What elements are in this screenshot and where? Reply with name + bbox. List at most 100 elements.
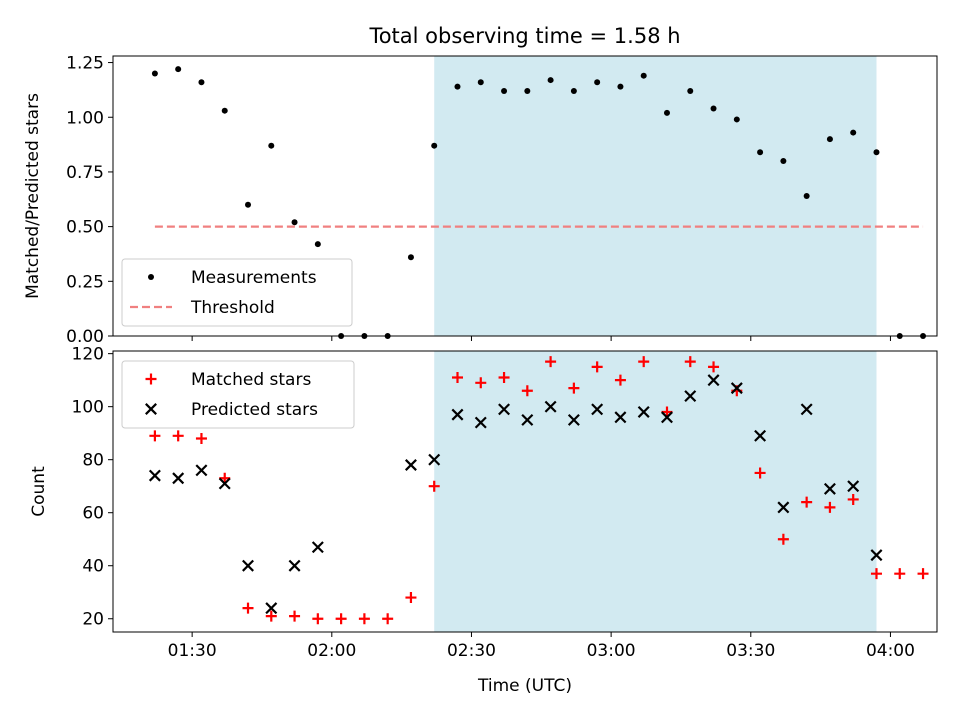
ratio-axis-ticks: 0.00 0.25 0.50 0.75 1.00 1.25 <box>66 54 891 347</box>
chart-title: Total observing time = 1.58 h <box>368 24 680 48</box>
measurement-point <box>501 88 508 94</box>
measurement-point <box>477 79 484 86</box>
y-tick-label: 20 <box>82 610 104 630</box>
matched-star-point <box>824 501 836 513</box>
matched-star-point <box>917 568 929 580</box>
x-tick-label: 02:00 <box>307 641 356 661</box>
predicted-star-point <box>661 411 673 424</box>
predicted-star-point <box>591 403 604 416</box>
matched-star-point <box>451 372 463 384</box>
matched-star-point <box>870 568 882 580</box>
matched-star-point <box>894 568 906 580</box>
predicted-star-point <box>684 390 697 403</box>
count-legend: Matched stars Predicted stars <box>121 360 355 429</box>
measurement-point <box>733 116 740 123</box>
matched-star-point <box>847 493 859 505</box>
measurement-point <box>407 254 414 261</box>
predicted-star-point <box>428 453 441 466</box>
measurement-point <box>245 201 252 208</box>
predicted-star-point <box>265 602 278 615</box>
predicted-star-point <box>847 480 860 493</box>
matched-star-point <box>591 361 603 373</box>
matched-star-point <box>405 592 417 604</box>
measurement-point <box>873 149 880 156</box>
x-tick-label: 02:30 <box>447 641 496 661</box>
matched-star-point <box>684 356 696 368</box>
matched-star-point <box>614 374 626 386</box>
predicted-star-point <box>404 459 417 471</box>
y-tick-label: 1.25 <box>66 54 104 74</box>
measurement-point <box>687 88 694 94</box>
y-tick-label: 80 <box>82 451 104 471</box>
y-tick-label: 100 <box>72 398 104 418</box>
predicted-star-point <box>242 559 254 572</box>
observing-window-shade <box>434 56 877 336</box>
y-tick-label: 1.00 <box>66 108 104 128</box>
matched-star-point <box>754 467 766 479</box>
predicted-stars-legend-label: Predicted stars <box>191 400 318 420</box>
time-x-axis-label: Time (UTC) <box>477 676 572 696</box>
measurement-point <box>221 107 228 114</box>
matched-star-point <box>521 385 533 397</box>
matched-star-point <box>172 430 184 442</box>
matched-star-point <box>568 382 580 394</box>
y-tick-label: 0.75 <box>66 163 104 183</box>
measurement-point <box>524 88 531 94</box>
predicted-star-point <box>870 549 883 562</box>
measurement-point <box>198 79 205 86</box>
matched-star-point <box>801 496 813 508</box>
measurement-point <box>757 149 764 156</box>
ratio-legend-box <box>121 258 353 327</box>
y-tick-label: 40 <box>82 557 104 577</box>
predicted-star-point <box>195 464 208 477</box>
matched-star-point <box>312 613 324 625</box>
measurement-point <box>594 79 601 86</box>
predicted-star-point <box>288 559 301 572</box>
matched-star-point <box>661 406 673 418</box>
matched-star-point <box>475 377 487 389</box>
measurement-point <box>454 83 461 90</box>
matched-star-point <box>358 613 370 625</box>
measurements-legend-label: Measurements <box>191 268 317 288</box>
observing-window-shade-count <box>434 351 877 632</box>
predicted-star-point <box>823 482 836 495</box>
measurement-point <box>617 83 624 90</box>
measurement-point <box>570 88 577 94</box>
measurement-point <box>314 241 321 248</box>
x-tick-label: 01:30 <box>168 641 217 661</box>
ratio-panel: 0.00 0.25 0.50 0.75 1.00 1.25 Total observing… <box>23 24 938 347</box>
matched-star-point <box>195 432 207 444</box>
ratio-y-axis-label: Matched/Predicted stars <box>23 93 43 299</box>
count-y-axis-label: Count <box>29 466 49 517</box>
count-legend-box <box>121 360 355 429</box>
matched-star-point <box>265 610 277 622</box>
predicted-star-point <box>172 472 185 485</box>
predicted-stars-legend-marker <box>145 403 157 415</box>
predicted-star-point <box>707 374 720 387</box>
matched-stars-legend-label: Matched stars <box>191 370 311 390</box>
matched-star-point <box>777 533 789 545</box>
matched-star-point <box>149 430 161 442</box>
matched-star-point <box>638 356 650 368</box>
count-panel: 20 40 60 80 100 120 01:30 02:00 02:30 03:00 03:30 0… <box>29 345 938 696</box>
matched-star-point <box>708 361 720 373</box>
matched-star-point <box>289 610 301 622</box>
x-tick-label: 03:00 <box>587 641 636 661</box>
measurement-point <box>640 72 647 79</box>
measurement-point <box>850 129 857 136</box>
predicted-star-point <box>567 413 580 426</box>
matched-stars-legend-marker <box>145 373 157 385</box>
matched-star-point <box>498 372 510 384</box>
predicted-star-point <box>800 403 813 416</box>
measurement-point <box>547 77 554 84</box>
predicted-star-point <box>754 429 767 442</box>
matched-star-point <box>335 613 347 625</box>
matched-star-point <box>545 356 557 368</box>
predicted-star-point <box>148 469 161 482</box>
measurement-point <box>151 70 158 77</box>
predicted-star-point <box>498 403 511 416</box>
measurement-point <box>780 158 787 164</box>
measurement-point <box>710 105 717 112</box>
x-tick-label: 03:30 <box>726 641 775 661</box>
